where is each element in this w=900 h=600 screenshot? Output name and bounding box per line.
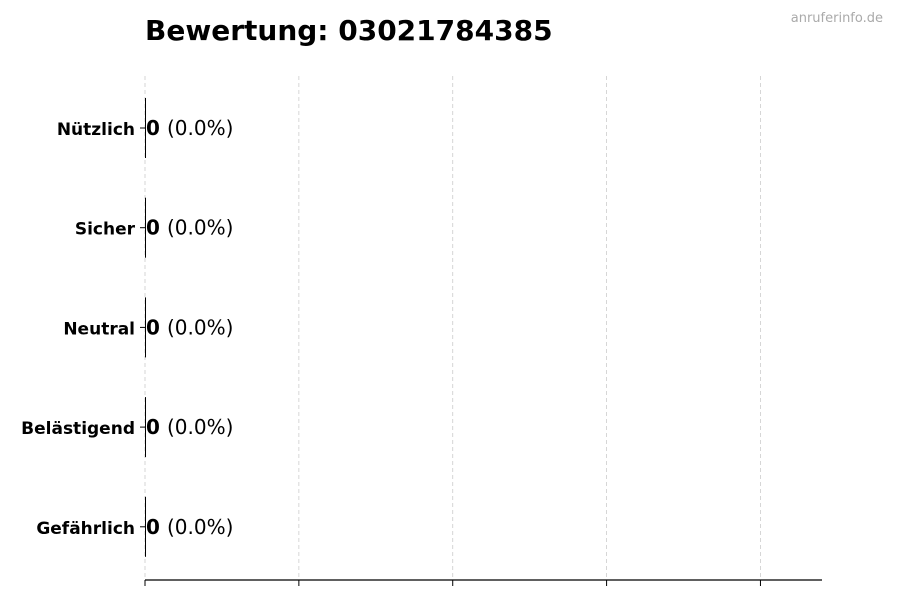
percent-label: (0.0%) [167, 116, 233, 140]
percent-label: (0.0%) [167, 315, 233, 339]
category-label: Sicher [75, 220, 136, 240]
value-label: 0 [146, 515, 160, 539]
watermark: anruferinfo.de [791, 11, 883, 26]
value-label: 0 [146, 315, 160, 339]
category-label: Gefährlich [36, 519, 135, 539]
bar [145, 98, 146, 158]
value-label: 0 [146, 216, 160, 240]
bar [145, 197, 146, 258]
category-label: Belästigend [21, 419, 135, 439]
percent-label: (0.0%) [167, 415, 233, 439]
bar [145, 397, 146, 458]
category-label: Nützlich [57, 120, 135, 140]
bar [145, 496, 146, 557]
category-label: Neutral [63, 319, 135, 339]
percent-label: (0.0%) [167, 515, 233, 539]
chart-title: Bewertung: 03021784385 [145, 14, 553, 47]
bar [145, 297, 146, 358]
value-label: 0 [146, 415, 160, 439]
percent-label: (0.0%) [167, 216, 233, 240]
value-label: 0 [146, 116, 160, 140]
